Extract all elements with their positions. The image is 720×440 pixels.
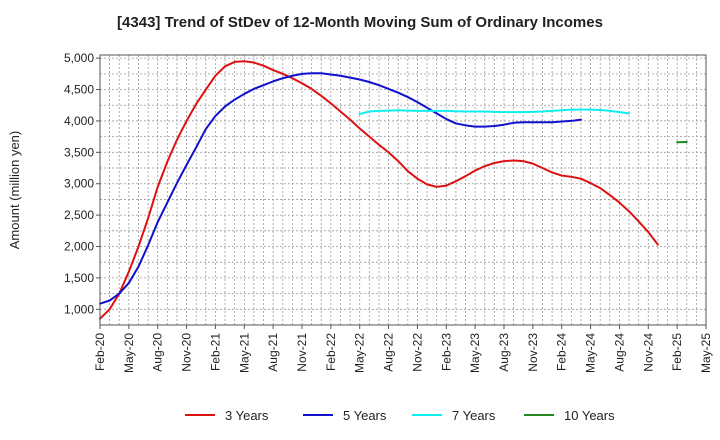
x-tick-label: May-22 [353,333,367,373]
y-tick-label: 5,000 [64,51,94,65]
x-tick-label: Aug-23 [497,333,511,372]
y-tick-label: 4,000 [64,114,94,128]
series-line-3-years [99,60,659,320]
x-tick-label: May-23 [468,333,482,373]
y-tick-label: 4,500 [64,83,94,97]
y-tick-label: 3,000 [64,177,94,191]
legend-label: 3 Years [225,408,269,423]
x-tick-label: Feb-22 [324,333,338,371]
x-tick-label: Feb-24 [555,333,569,371]
series-layer [99,60,688,320]
x-tick-label: Aug-22 [382,333,396,372]
x-tick-label: Feb-25 [670,333,684,371]
y-tick-label: 2,000 [64,240,94,254]
legend-label: 7 Years [452,408,496,423]
plot-frame [99,54,707,326]
series-line-5-years [99,72,582,305]
y-tick-labels: 1,000 1,500 2,000 2,500 3,000 3,500 4,000 4,500… [64,51,100,316]
y-tick-label: 2,500 [64,208,94,222]
x-tick-label: Nov-20 [180,333,194,372]
x-tick-label: Aug-21 [266,333,280,372]
x-tick-label: May-20 [122,333,136,373]
x-tick-label: May-25 [699,333,713,373]
x-tick-label: May-21 [237,333,251,373]
x-tick-label: Nov-22 [410,333,424,372]
x-tick-label: May-24 [584,333,598,373]
legend: 3 Years 5 Years 7 Years 10 Years [185,408,615,423]
x-tick-label: Nov-24 [641,333,655,372]
x-tick-label: Feb-23 [439,333,453,371]
y-tick-label: 1,500 [64,271,94,285]
series-line-7-years [358,108,631,116]
chart-title: [4343] Trend of StDev of 12-Month Moving… [117,14,603,31]
y-tick-label: 3,500 [64,145,94,159]
x-tick-labels: Feb-20 May-20 Aug-20 Nov-20 Feb-21 May-21 Aug-… [93,325,713,373]
y-tick-label: 1,000 [64,302,94,316]
x-tick-label: Aug-24 [612,333,626,372]
x-tick-label: Feb-21 [208,333,222,371]
y-axis-title: Amount (million yen) [7,131,22,250]
legend-label: 10 Years [564,408,615,423]
x-tick-label: Nov-21 [295,333,309,372]
plot-background [100,55,706,325]
legend-label: 5 Years [343,408,387,423]
x-tick-label: Aug-20 [151,333,165,372]
grid-lines [100,55,706,325]
x-tick-label: Nov-23 [526,333,540,372]
x-tick-label: Feb-20 [93,333,107,371]
